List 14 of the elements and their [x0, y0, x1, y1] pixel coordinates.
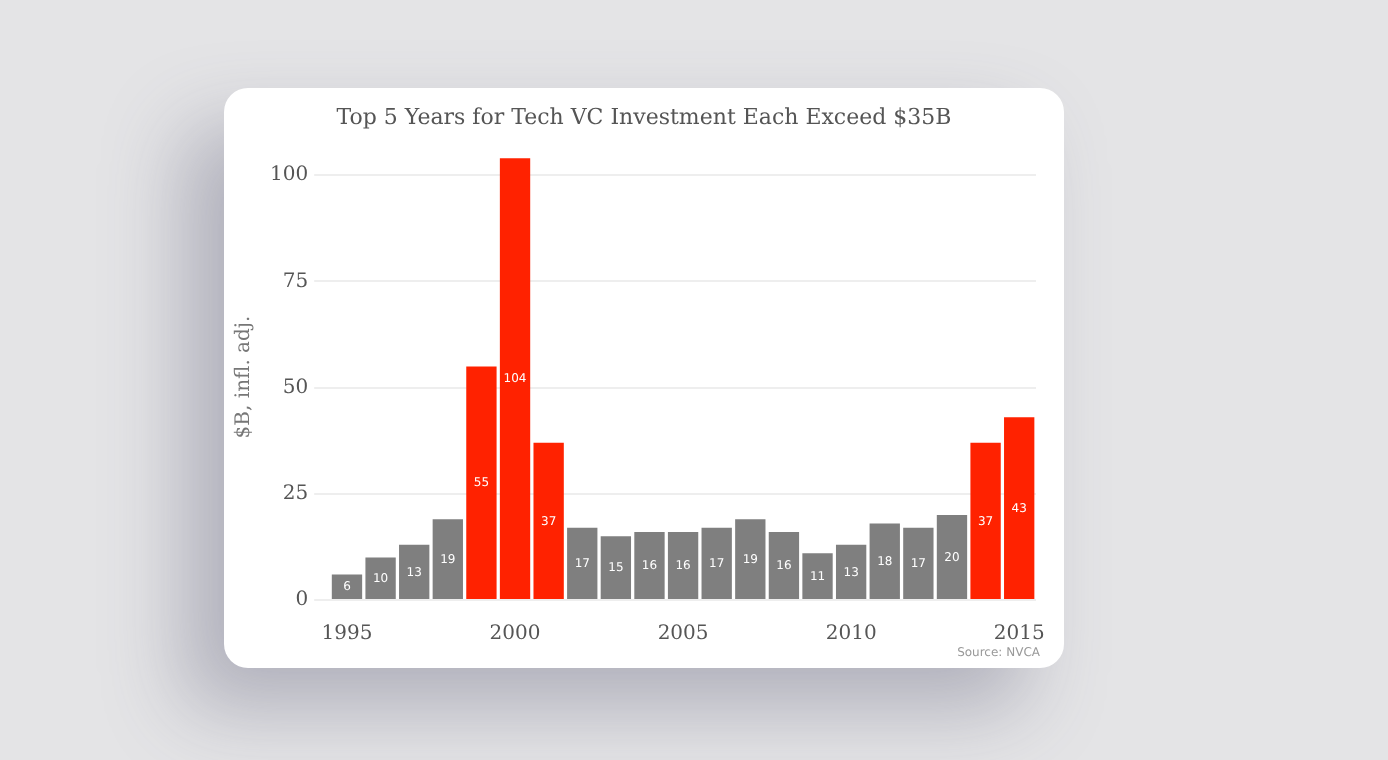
bar: [432, 519, 463, 599]
y-tick-label: 25: [282, 483, 309, 505]
y-tick-label: 75: [282, 270, 309, 293]
y-tick-label: 50: [282, 376, 309, 399]
x-tick-label: 2005: [657, 623, 709, 646]
y-axis-title: $B, infl. adj.: [233, 315, 256, 439]
x-tick-label: 1995: [321, 623, 373, 646]
chart-title: Top 5 Years for Tech VC Investment Each Exceed $35B: [334, 104, 954, 130]
x-tick-label: 2015: [993, 623, 1045, 646]
x-tick-label: 2000: [489, 623, 541, 646]
bar: [567, 527, 598, 599]
y-tick-label: 100: [269, 164, 309, 187]
x-tick-label: 2010: [825, 623, 877, 646]
y-tick-label: 0: [295, 589, 309, 612]
